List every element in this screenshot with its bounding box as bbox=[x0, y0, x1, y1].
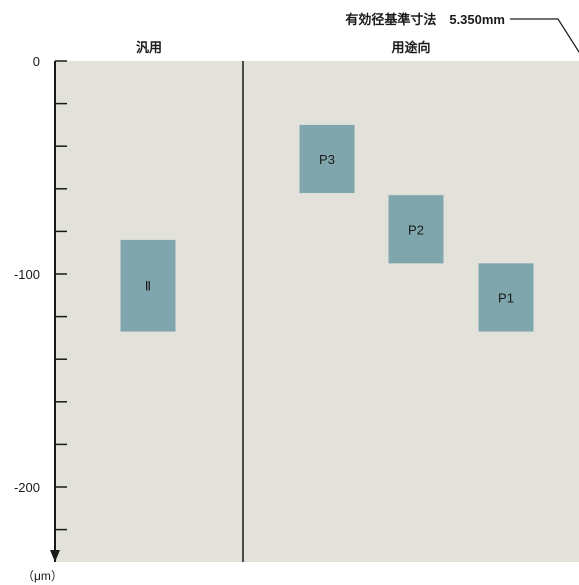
y-tick-label: -200 bbox=[14, 480, 40, 495]
bar-label: P2 bbox=[408, 222, 424, 237]
bar-label: Ⅱ bbox=[145, 279, 151, 294]
reference-dimension-annotation: 有効径基準寸法 5.350mm bbox=[345, 12, 505, 27]
y-axis-arrow bbox=[50, 550, 60, 562]
y-tick-label: -100 bbox=[14, 267, 40, 282]
tolerance-bar-Ⅱ bbox=[120, 239, 176, 332]
tolerance-bar-P1 bbox=[478, 263, 534, 332]
bar-label: P3 bbox=[319, 152, 335, 167]
bar-label: P1 bbox=[498, 290, 514, 305]
annotation-leader-line bbox=[510, 18, 579, 53]
section-label-general: 汎用 bbox=[136, 40, 162, 55]
y-tick-label: 0 bbox=[33, 54, 40, 69]
section-label-application: 用途向 bbox=[390, 40, 430, 55]
y-unit-label: （μm） bbox=[22, 569, 63, 583]
tolerance-bar-P3 bbox=[299, 124, 355, 194]
y-ticks: 0 -100 -200 bbox=[14, 54, 67, 531]
bars-layer: Ⅱ P3 P2 P1 bbox=[120, 124, 534, 332]
tolerance-bar-P2 bbox=[388, 195, 444, 264]
